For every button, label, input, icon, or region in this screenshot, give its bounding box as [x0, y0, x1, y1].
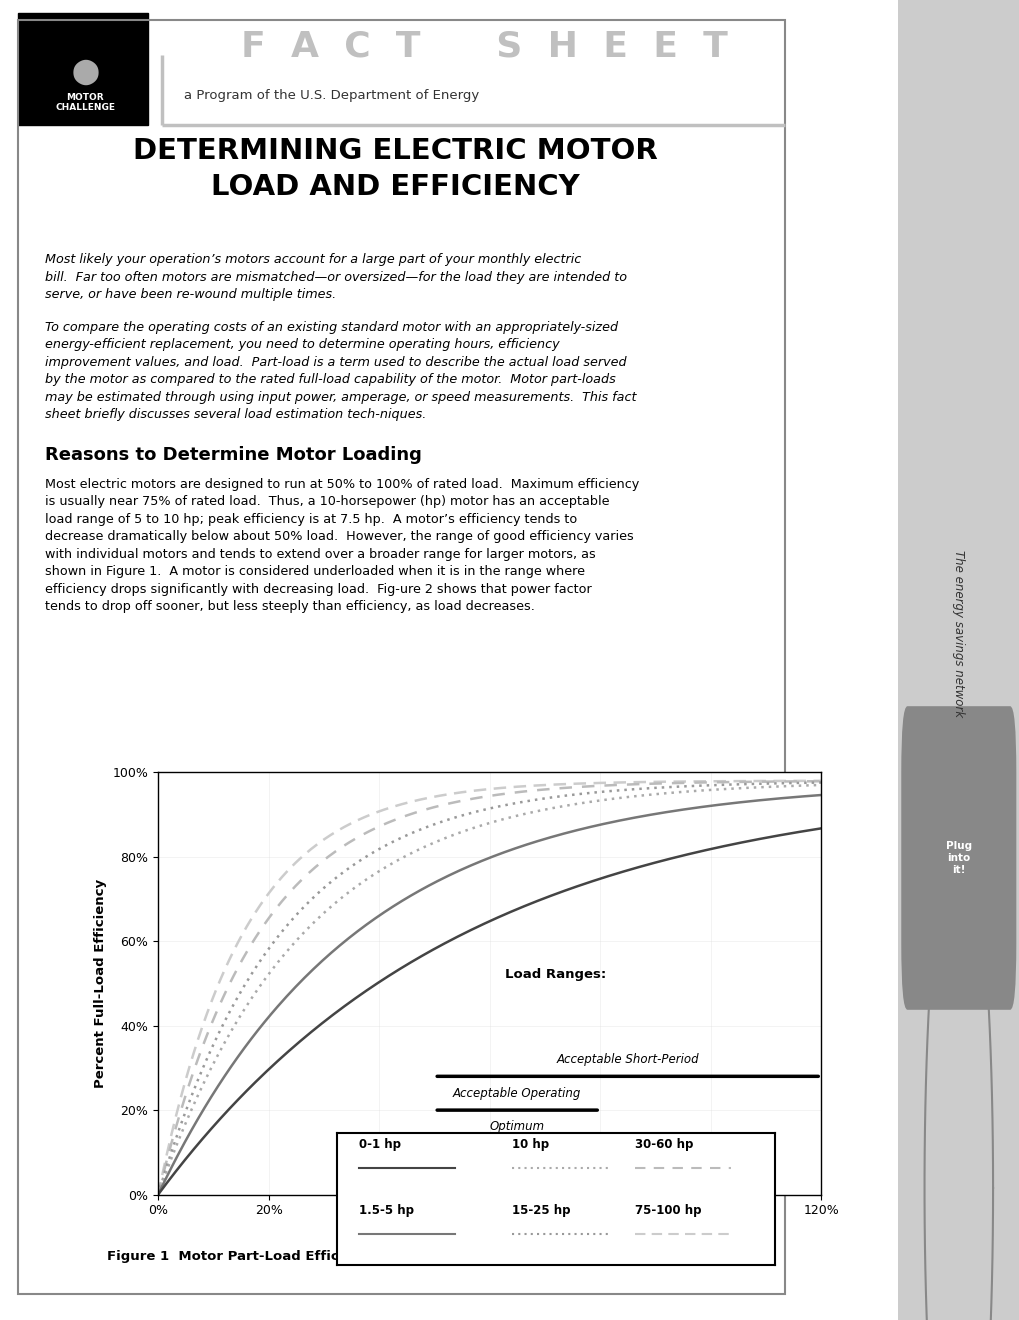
- Text: 1.5-5 hp: 1.5-5 hp: [359, 1204, 413, 1217]
- Text: MOTOR
CHALLENGE: MOTOR CHALLENGE: [55, 92, 115, 112]
- Y-axis label: Percent Full-Load Efficiency: Percent Full-Load Efficiency: [94, 879, 107, 1088]
- Text: 30-60 hp: 30-60 hp: [634, 1138, 693, 1151]
- Text: Reasons to Determine Motor Loading: Reasons to Determine Motor Loading: [45, 446, 421, 465]
- Text: Optimum: Optimum: [489, 1121, 544, 1134]
- Bar: [18, 13, 148, 125]
- Text: Most likely your operation’s motors account for a large part of your monthly ele: Most likely your operation’s motors acco…: [45, 253, 627, 301]
- Text: ⬤: ⬤: [71, 59, 99, 86]
- Text: Acceptable Short-Period: Acceptable Short-Period: [556, 1053, 698, 1065]
- Text: Most electric motors are designed to run at 50% to 100% of rated load.  Maximum : Most electric motors are designed to run…: [45, 478, 639, 614]
- Text: 0-1 hp: 0-1 hp: [359, 1138, 400, 1151]
- Text: The energy savings network: The energy savings network: [952, 550, 964, 717]
- Text: Acceptable Operating: Acceptable Operating: [452, 1086, 581, 1100]
- Text: Load Ranges:: Load Ranges:: [504, 969, 606, 982]
- Text: Figure 1  Motor Part-Load Efficiency (as a Function of % Full-Load Efficiency): Figure 1 Motor Part-Load Efficiency (as …: [106, 1250, 683, 1263]
- Text: a Program of the U.S. Department of Energy: a Program of the U.S. Department of Ener…: [183, 88, 479, 102]
- Text: F  A  C  T      S  H  E  E  T: F A C T S H E E T: [242, 29, 728, 63]
- Text: To compare the operating costs of an existing standard motor with an appropriate: To compare the operating costs of an exi…: [45, 321, 636, 421]
- Text: 75-100 hp: 75-100 hp: [634, 1204, 701, 1217]
- Bar: [18, 20, 785, 1294]
- Text: 15-25 hp: 15-25 hp: [512, 1204, 570, 1217]
- Text: DETERMINING ELECTRIC MOTOR
LOAD AND EFFICIENCY: DETERMINING ELECTRIC MOTOR LOAD AND EFFI…: [132, 136, 656, 202]
- Text: 10 hp: 10 hp: [512, 1138, 548, 1151]
- FancyBboxPatch shape: [901, 706, 1015, 1010]
- Text: Plug
into
it!: Plug into it!: [945, 841, 971, 875]
- X-axis label: Percent Full Load: Percent Full Load: [417, 1222, 561, 1238]
